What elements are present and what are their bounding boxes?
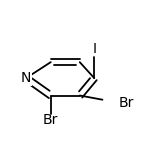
Text: I: I <box>92 42 96 56</box>
Text: Br: Br <box>43 113 58 127</box>
Text: N: N <box>21 71 31 85</box>
Text: Br: Br <box>119 96 134 110</box>
